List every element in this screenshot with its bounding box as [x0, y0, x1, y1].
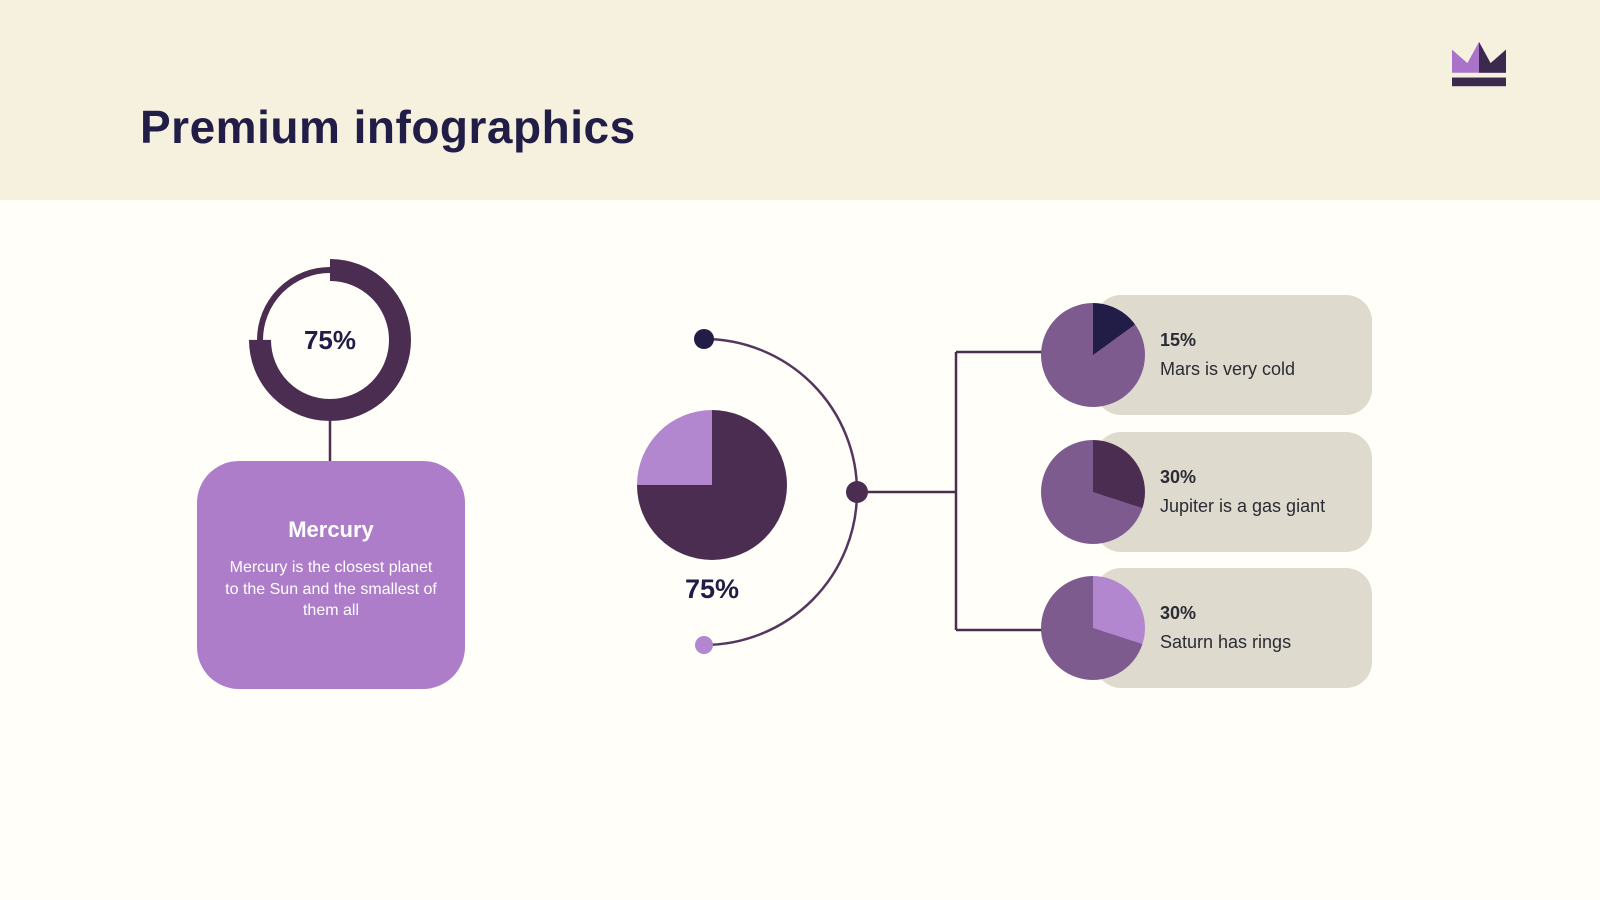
header: Premium infographics: [0, 0, 1600, 200]
saturn-percent: 30%: [1160, 603, 1197, 623]
mars-pie-chart: [1041, 303, 1145, 407]
mars-percent: 15%: [1160, 330, 1197, 350]
arc-top-dot: [694, 329, 714, 349]
mercury-donut-chart: 75%: [248, 258, 412, 422]
center-pie-chart: [637, 410, 787, 560]
mars-label: Mars is very cold: [1160, 359, 1296, 379]
mercury-card-description: Mercury is the closest planet to the Sun…: [225, 559, 437, 620]
donut-ring: [249, 259, 411, 421]
jupiter-percent: 30%: [1160, 467, 1197, 487]
mercury-percent-label: 75%: [303, 324, 357, 355]
arc-mid-dot: [846, 481, 868, 503]
saturn-label: Saturn has rings: [1160, 632, 1292, 652]
jupiter-pie-chart: [1041, 440, 1145, 544]
page-title: Premium infographics: [140, 101, 636, 153]
saturn-card: 30% Saturn has rings: [1095, 568, 1372, 688]
mercury-card-title: Mercury: [288, 517, 374, 542]
jupiter-label: Jupiter is a gas giant: [1160, 496, 1326, 516]
arc-bottom-dot: [695, 636, 713, 654]
saturn-pie-chart: [1041, 576, 1145, 680]
crown-icon: [1452, 41, 1506, 87]
center-pie-percent-label: 75%: [684, 574, 740, 604]
mercury-card: Mercury Mercury is the closest planet to…: [197, 461, 465, 689]
